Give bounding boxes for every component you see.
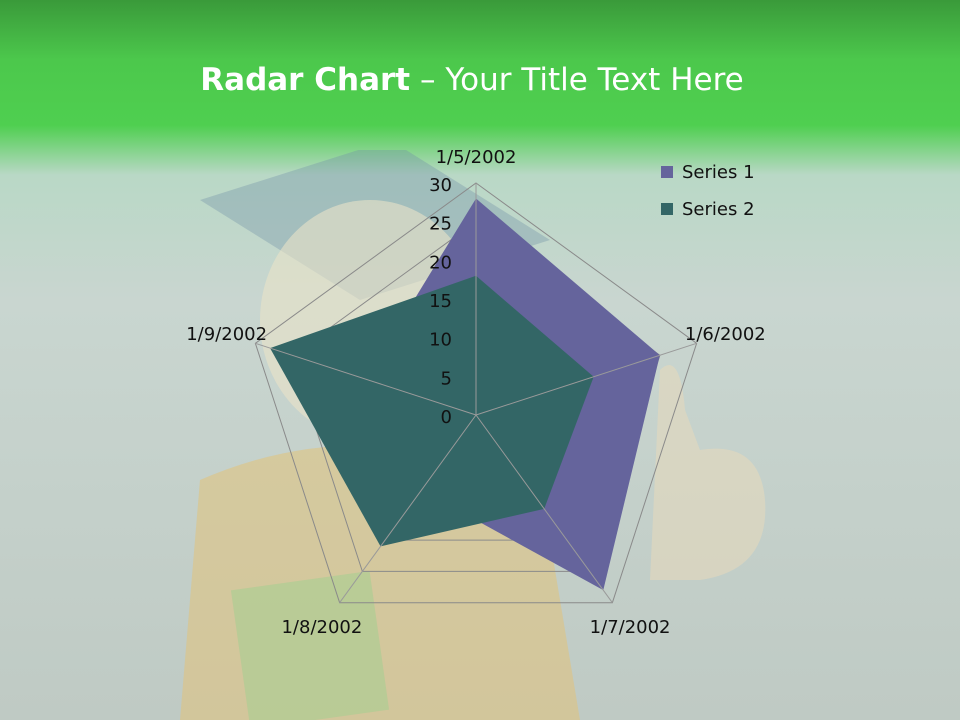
tick-label: 5 [441,368,452,389]
axis-spoke [339,414,477,603]
tick-label: 10 [429,330,452,351]
tick-label: 0 [441,407,452,428]
axis-spoke [475,342,697,416]
axis-spoke [255,342,477,416]
tick-label: 20 [429,252,452,273]
category-label: 1/6/2002 [685,324,766,345]
slide-title: Radar Chart – Your Title Text Here [0,62,944,98]
legend-label: Series 2 [682,199,755,220]
grid-ring [254,182,698,604]
title-bold: Radar Chart [200,62,411,98]
tick-label: 30 [429,175,452,196]
tick-label: 25 [429,214,452,235]
tick-label: 15 [429,291,452,312]
legend-swatch [661,203,673,215]
legend-label: Series 1 [682,162,755,183]
category-label: 1/8/2002 [281,617,362,638]
category-label: 1/5/2002 [436,147,517,168]
title-rest: – Your Title Text Here [410,62,744,98]
category-label: 1/9/2002 [186,324,267,345]
category-label: 1/7/2002 [590,617,671,638]
legend-swatch [661,166,673,178]
axis-spoke [475,414,613,603]
series-2-area [270,275,594,547]
